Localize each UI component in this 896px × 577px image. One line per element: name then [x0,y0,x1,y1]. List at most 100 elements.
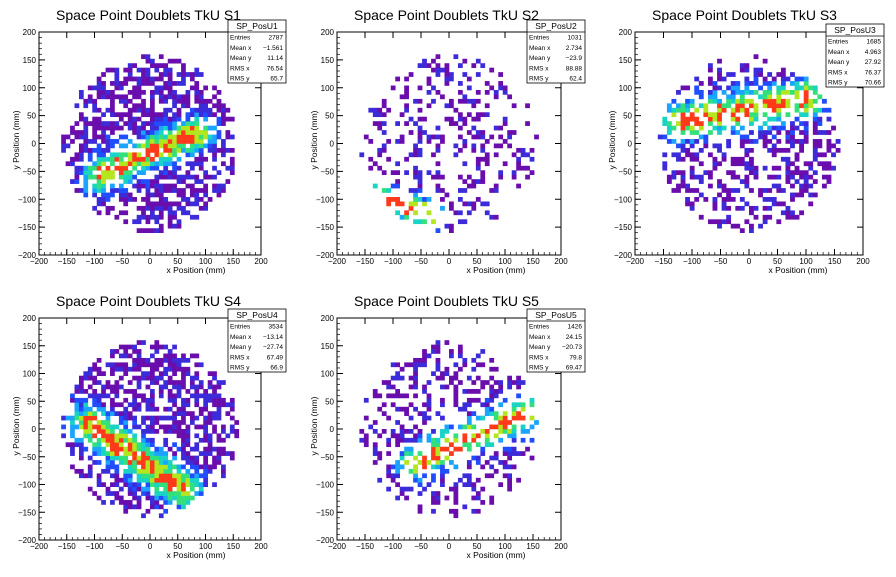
heatmap-cell [172,464,177,470]
heatmap-cell [216,134,222,140]
heatmap-cell [92,134,98,140]
y-tick-label: −50 [22,453,36,462]
heatmap-cell [145,156,151,162]
heatmap-cell [118,344,124,350]
heatmap-cell [435,437,441,443]
heatmap-cell [203,437,209,443]
heatmap-cell [771,125,777,131]
heatmap-cell [145,460,151,465]
heatmap-cell [194,143,200,149]
y-tick-label: 100 [321,84,335,93]
heatmap-cell [390,429,396,434]
heatmap-cell [730,98,736,104]
heatmap-cell [480,500,486,505]
heatmap-cell [136,205,142,211]
heatmap-cell [395,371,401,377]
heatmap-cell [123,477,129,483]
heatmap-cell [404,460,409,465]
heatmap-cell [525,446,530,452]
heatmap-cell [150,473,155,479]
heatmap-cell [475,72,481,77]
heatmap-cell [730,116,736,122]
heatmap-cell [466,482,472,488]
y-tick-label: 150 [23,56,37,65]
heatmap-cell [136,340,142,345]
heatmap-cell [435,134,441,140]
heatmap-cell [498,429,504,434]
heatmap-cell [685,121,691,126]
heatmap-cell [163,437,169,443]
heatmap-cell [212,143,217,149]
heatmap-cell [172,58,177,64]
heatmap-cell [163,81,169,86]
heatmap-cell [780,210,786,216]
heatmap-cell [123,179,129,184]
heatmap-cell [372,429,378,434]
heatmap-cell [83,125,89,131]
heatmap-cell [172,143,177,149]
heatmap-cell [767,94,773,100]
y-tick-label: 200 [321,28,335,37]
heatmap-cell [141,170,146,176]
heatmap-cell [812,156,818,162]
heatmap-cell [158,477,164,483]
heatmap-cell [118,362,124,368]
heatmap-cell [808,201,814,207]
heatmap-cell [404,406,409,412]
heatmap-cell [96,429,102,434]
heatmap-cell [516,451,521,456]
heatmap-cell [110,156,115,162]
heatmap-cell [721,183,727,189]
heatmap-cell [413,121,418,126]
heatmap-cell [484,460,490,465]
heatmap-cell [207,393,213,399]
heatmap-cell [181,76,186,82]
heatmap-cell [449,349,454,354]
heatmap-cell [118,420,124,425]
heatmap-cell [114,94,120,100]
heatmap-cell [776,188,782,193]
heatmap-cell [790,89,795,95]
heatmap-cell [181,63,186,68]
heatmap-cell [176,380,182,385]
heatmap-cell [145,67,151,73]
heatmap-cell [408,116,414,122]
heatmap-cell [221,121,226,126]
heatmap-cell [730,107,736,113]
heatmap-cell [685,98,691,104]
heatmap-cell [96,116,102,122]
heatmap-cell [92,107,98,113]
heatmap-cell [203,156,209,162]
heatmap-cell [176,384,182,390]
heatmap-cell [92,205,98,211]
heatmap-cell [78,420,84,425]
heatmap-cell [502,460,508,465]
stats-value: 24.15 [566,334,583,341]
heatmap-cell [163,72,169,77]
heatmap-cell [413,143,418,149]
heatmap-cell [136,214,142,220]
heatmap-cell [717,72,722,77]
heatmap-cell [466,424,472,430]
heatmap-cell [145,437,151,443]
heatmap-cell [163,85,169,91]
heatmap-cell [471,455,477,461]
heatmap-cell [726,170,732,176]
stats-value: 11.14 [267,55,283,62]
heatmap-cell [118,366,124,372]
heatmap-cell [480,446,486,452]
heatmap-cell [83,116,89,122]
heatmap-cell [221,429,226,434]
heatmap-cell [132,389,137,394]
heatmap-cell [150,500,155,505]
heatmap-cell [118,165,124,171]
heatmap-cell [717,192,722,198]
heatmap-cell [198,165,204,171]
heatmap-cell [457,219,463,225]
heatmap-cell [92,147,98,153]
heatmap-cell [817,116,823,122]
heatmap-cell [726,143,732,149]
heatmap-cell [172,183,177,189]
heatmap-cell [114,72,120,77]
heatmap-cell [189,464,195,470]
